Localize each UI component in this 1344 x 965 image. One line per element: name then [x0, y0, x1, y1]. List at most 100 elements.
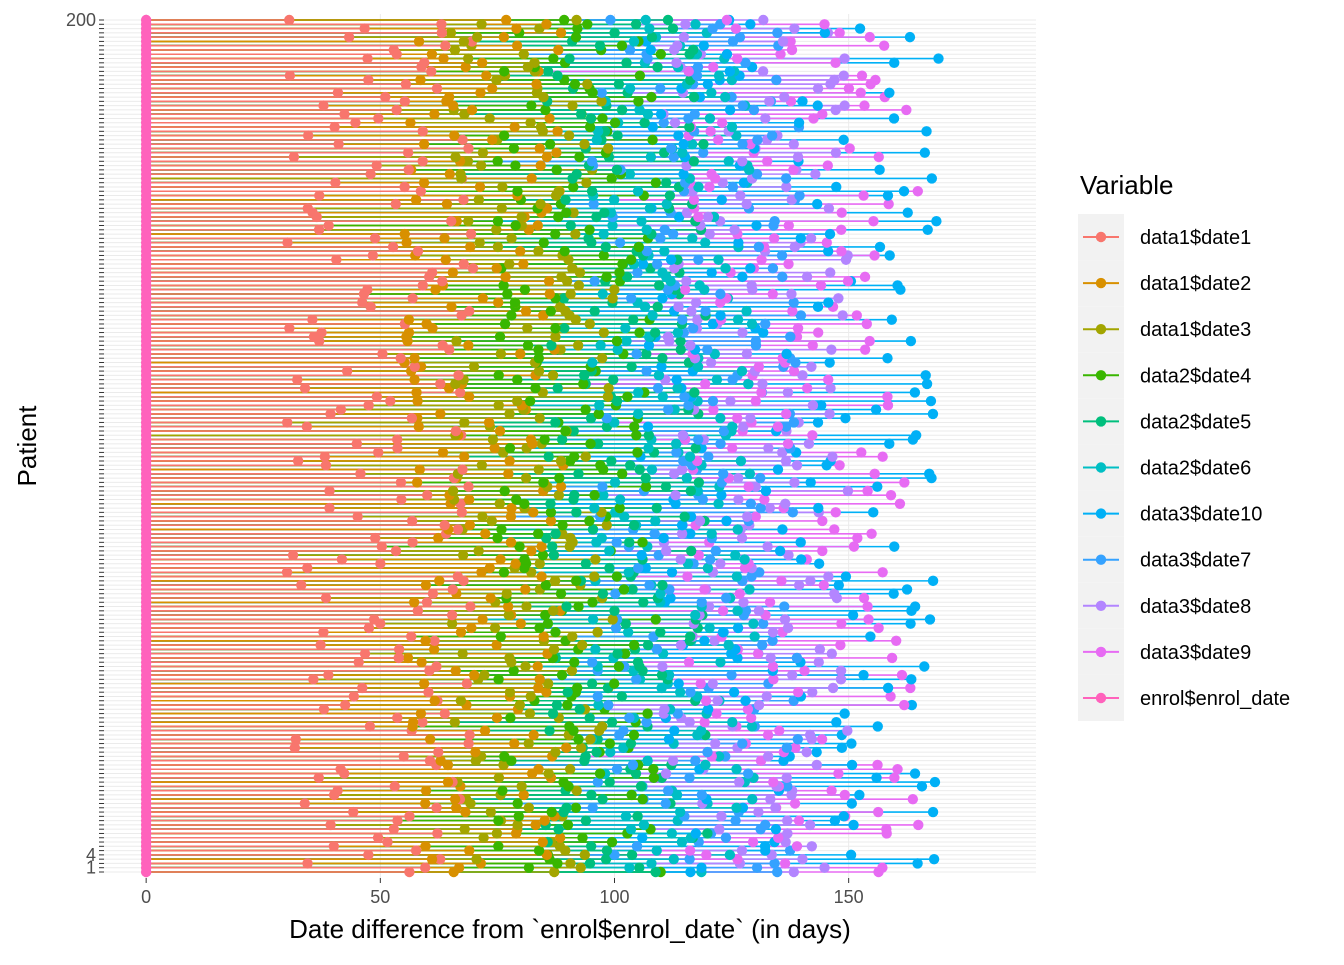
data-point [919, 661, 930, 672]
data-point [812, 301, 824, 313]
data-point [510, 494, 522, 505]
data-point [858, 592, 870, 604]
data-point [797, 370, 808, 381]
data-point [905, 618, 916, 629]
data-point [574, 151, 585, 163]
data-point [772, 866, 783, 878]
data-point [601, 271, 612, 283]
data-point [847, 609, 859, 621]
data-point [799, 665, 810, 676]
data-point [748, 104, 760, 116]
data-point [787, 507, 798, 518]
data-point [509, 738, 520, 749]
data-point [613, 79, 625, 90]
data-point [827, 451, 838, 462]
data-point [732, 472, 744, 484]
data-point [822, 245, 834, 257]
data-point [739, 554, 750, 565]
data-point [631, 348, 642, 360]
data-point [687, 44, 699, 56]
data-point [432, 828, 443, 839]
data-point [586, 186, 598, 197]
data-point [855, 87, 866, 98]
data-point [591, 211, 602, 223]
data-point [749, 631, 760, 642]
data-point [459, 451, 470, 462]
data-point [779, 614, 791, 625]
data-point [458, 258, 469, 270]
data-point [584, 515, 595, 527]
data-point [467, 263, 479, 274]
data-point [689, 108, 700, 120]
data-point [774, 545, 786, 557]
data-point [657, 293, 668, 304]
legend-item: data1$date3 [1078, 306, 1251, 353]
data-point [762, 751, 774, 762]
data-point [737, 327, 748, 338]
data-point [606, 173, 617, 184]
data-point [657, 267, 668, 278]
data-point [413, 36, 425, 47]
data-point [289, 742, 301, 754]
data-point [649, 528, 660, 539]
data-point [645, 151, 657, 163]
data-point [781, 181, 792, 193]
data-point [614, 502, 625, 514]
data-point [506, 233, 517, 244]
data-point [446, 618, 458, 629]
data-point [575, 862, 586, 873]
data-point [487, 83, 498, 94]
data-point [574, 704, 585, 715]
data-point [788, 866, 800, 878]
data-point [415, 74, 426, 86]
data-point [621, 335, 632, 347]
data-point [785, 331, 796, 343]
data-point [689, 609, 701, 621]
data-point [625, 738, 637, 749]
data-point [409, 361, 420, 372]
data-point [477, 614, 488, 625]
data-point [485, 592, 496, 604]
data-point [776, 575, 787, 587]
data-point [560, 207, 572, 218]
data-point [811, 759, 822, 771]
data-point [307, 314, 318, 325]
data-point [747, 836, 759, 848]
data-point [393, 652, 404, 664]
data-point [888, 588, 899, 599]
data-point [685, 866, 696, 878]
data-point [839, 789, 851, 801]
data-point [543, 275, 555, 287]
legend-label: data3$date10 [1140, 504, 1262, 526]
data-point [560, 194, 571, 206]
data-point [772, 27, 783, 39]
data-point [592, 438, 604, 450]
data-point [313, 224, 325, 235]
data-point [611, 571, 623, 582]
data-point [758, 327, 769, 338]
data-point [892, 764, 903, 775]
data-point [548, 605, 559, 617]
data-point [830, 104, 841, 116]
data-point [552, 383, 563, 394]
data-point [505, 712, 516, 724]
data-point [746, 571, 757, 582]
data-point [550, 627, 561, 638]
data-point [804, 819, 816, 831]
data-point [464, 305, 475, 317]
data-point [840, 571, 852, 582]
data-point [547, 541, 558, 552]
data-point [744, 468, 756, 480]
legend-label: data3$date7 [1140, 550, 1251, 572]
legend-item: data3$date8 [1078, 582, 1251, 629]
data-point [810, 168, 821, 180]
data-point [683, 400, 694, 411]
data-point [572, 23, 583, 34]
data-point [760, 485, 772, 497]
data-point [751, 862, 763, 873]
data-point [483, 417, 495, 428]
data-point [643, 340, 655, 351]
data-point [836, 742, 848, 754]
data-point [589, 275, 600, 287]
legend-item: data3$date10 [1078, 490, 1262, 537]
